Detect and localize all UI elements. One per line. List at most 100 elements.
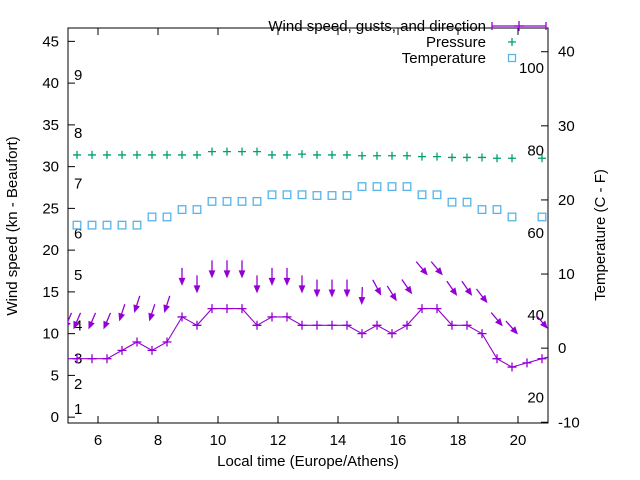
wind-arrow-head xyxy=(389,292,397,302)
point-marker xyxy=(148,150,156,159)
plot-border xyxy=(67,27,549,424)
point-marker xyxy=(297,320,307,330)
point-marker xyxy=(72,220,82,230)
point-marker xyxy=(192,320,202,330)
wind-arrow-head xyxy=(343,289,351,298)
point-marker xyxy=(267,312,277,322)
point-marker xyxy=(402,320,412,330)
wind-arrow-head xyxy=(163,304,170,313)
point-marker xyxy=(538,154,546,163)
point-marker xyxy=(72,354,82,364)
point-marker xyxy=(223,147,231,156)
point-marker xyxy=(387,182,397,192)
point-marker xyxy=(313,150,321,159)
fahrenheit-label: 100 xyxy=(519,60,544,77)
point-marker xyxy=(343,150,351,159)
y-right-tick-label: 20 xyxy=(558,192,575,209)
point-marker xyxy=(117,220,127,230)
fahrenheit-label: 60 xyxy=(527,225,544,242)
wind-arrow-head xyxy=(313,289,321,298)
y-right-tick-label: 10 xyxy=(558,266,575,283)
wind-arrow-head xyxy=(464,287,473,296)
point-marker xyxy=(462,320,472,330)
beaufort-label: 1 xyxy=(74,401,82,418)
point-marker xyxy=(507,362,517,372)
beaufort-label: 7 xyxy=(74,175,82,192)
wind-arrow-head xyxy=(118,312,125,322)
point-marker xyxy=(132,220,142,230)
point-marker xyxy=(432,304,442,314)
temperature-series xyxy=(72,182,547,230)
data-series xyxy=(68,147,548,372)
point-marker xyxy=(328,150,336,159)
wind-arrow-head xyxy=(540,320,548,329)
point-marker xyxy=(417,190,427,200)
point-marker xyxy=(358,151,366,160)
legend-sample-plus xyxy=(508,38,516,46)
point-marker xyxy=(522,358,532,368)
point-marker xyxy=(537,354,547,364)
wind-arrow-head xyxy=(253,285,261,294)
y-axis-left-title: Wind speed (kn - Beaufort) xyxy=(4,136,21,315)
y-axis-left: 0 5 10 15 20 25 30 35 40 45 Wind speed (kn - Beauf… xyxy=(4,33,75,426)
beaufort-label: 9 xyxy=(74,67,82,84)
point-marker xyxy=(402,182,412,192)
point-marker xyxy=(268,150,276,159)
wind-arrow-head xyxy=(148,312,155,322)
wind-arrow-head xyxy=(449,287,458,296)
point-marker xyxy=(207,304,217,314)
y-axis-right: -10 0 10 20 30 40 Temperature (C - F) xyxy=(541,44,609,431)
point-marker xyxy=(132,337,142,347)
point-marker xyxy=(163,150,171,159)
y-right-tick-label: 0 xyxy=(558,340,566,357)
wind-arrow-head xyxy=(510,326,519,335)
wind-arrow-head xyxy=(178,277,186,286)
point-marker xyxy=(447,197,457,207)
point-marker xyxy=(178,150,186,159)
x-tick-label: 8 xyxy=(154,432,162,449)
point-marker xyxy=(372,182,382,192)
point-marker xyxy=(177,312,187,322)
point-marker xyxy=(388,151,396,160)
legend: Wind speed, gusts, and directionPressure… xyxy=(268,18,547,67)
point-marker xyxy=(252,320,262,330)
legend-label: Wind speed, gusts, and direction xyxy=(268,18,486,35)
y-left-tick-label: 35 xyxy=(42,117,59,134)
point-marker xyxy=(267,190,277,200)
point-marker xyxy=(73,150,81,159)
point-marker xyxy=(222,196,232,206)
legend-sample-errorbar xyxy=(514,21,524,31)
point-marker xyxy=(87,354,97,364)
y-left-tick-label: 30 xyxy=(42,159,59,176)
point-marker xyxy=(252,196,262,206)
legend-label: Temperature xyxy=(402,50,486,67)
beaufort-label: 2 xyxy=(74,376,82,393)
beaufort-label: 6 xyxy=(74,225,82,242)
point-marker xyxy=(88,150,96,159)
point-marker xyxy=(492,354,502,364)
point-marker xyxy=(238,147,246,156)
point-marker xyxy=(118,150,126,159)
beaufort-label: 5 xyxy=(74,267,82,284)
point-marker xyxy=(87,220,97,230)
legend-sample-square xyxy=(507,53,517,63)
beaufort-label: 8 xyxy=(74,125,82,142)
y-left-tick-label: 5 xyxy=(51,367,59,384)
wind-speed-series xyxy=(68,304,548,372)
point-marker xyxy=(463,153,471,162)
point-marker xyxy=(417,304,427,314)
y-right-tick-label: 40 xyxy=(558,44,575,61)
point-marker xyxy=(357,329,367,339)
wind-arrow-head xyxy=(133,304,140,313)
point-marker xyxy=(403,151,411,160)
point-marker xyxy=(283,150,291,159)
point-marker xyxy=(327,191,337,200)
wind-arrow-head xyxy=(298,285,306,294)
wind-arrow-head xyxy=(328,289,336,298)
x-tick-label: 14 xyxy=(330,432,347,449)
point-marker xyxy=(477,205,487,215)
point-marker xyxy=(372,320,382,330)
fahrenheit-label: 20 xyxy=(527,390,544,407)
wind-arrow-head xyxy=(404,285,413,295)
